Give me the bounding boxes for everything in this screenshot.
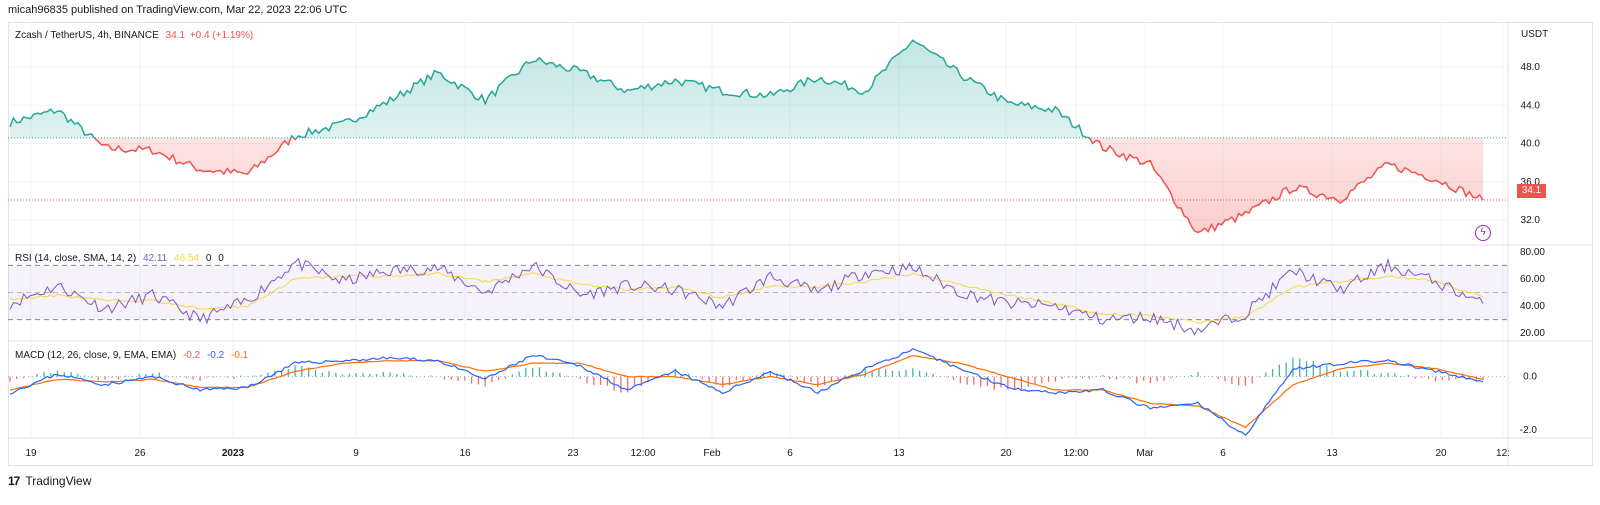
x-axis-tick-label: 26 [134, 448, 146, 459]
price-tick-label: 36.0 [1521, 177, 1541, 188]
x-axis-tick-label: 13 [893, 448, 905, 459]
price-tick-label: 44.0 [1521, 100, 1541, 111]
rsi-title: RSI (14, close, SMA, 14, 2) [15, 253, 137, 264]
x-axis-tick-label: 9 [353, 448, 359, 459]
x-axis-tick-label: 12: [1496, 448, 1510, 459]
rsi-tick-label: 80.00 [1520, 247, 1545, 258]
rsi-tick-label: 60.00 [1520, 274, 1545, 285]
last-price: 34.1 [165, 30, 186, 41]
price-tick-label: 40.0 [1521, 139, 1541, 150]
tradingview-logo-icon: 17 [8, 474, 20, 488]
axis-ticks: 19 26 2023 9 16 23 12:00 Feb 6 13 20 12:00 Mar 6 13 20 1… [25, 62, 1545, 459]
rsi-tick-label: 40.00 [1520, 301, 1545, 312]
rsi-legend[interactable]: RSI (14, close, SMA, 14, 2) 42.11 46.54 … [15, 253, 224, 264]
footer-brand[interactable]: 17 TradingView [8, 474, 91, 488]
price-tick-label: 32.0 [1521, 215, 1541, 226]
macd-signal-line [9, 355, 1484, 429]
price-line-down [93, 137, 1484, 234]
rsi-line [9, 257, 1484, 336]
macd-tick-label: -2.0 [1520, 425, 1538, 436]
x-axis-tick-label: 6 [787, 448, 793, 459]
macd-hist-value: -0.2 [182, 350, 201, 361]
current-price-label: 34.1 [1517, 184, 1546, 198]
price-series [8, 39, 1508, 234]
macd-signal-value: -0.1 [230, 350, 249, 361]
x-axis-tick-label: 23 [567, 448, 579, 459]
symbol-title: Zcash / TetherUS, 4h, BINANCE [15, 30, 159, 41]
price-area-up [10, 40, 1483, 138]
tradingview-brand-label: TradingView [25, 474, 92, 488]
macd-tick-label: 0.0 [1523, 372, 1537, 383]
macd-legend[interactable]: MACD (12, 26, close, 9, EMA, EMA) -0.2 -… [15, 350, 248, 361]
macd-title: MACD (12, 26, close, 9, EMA, EMA) [15, 350, 177, 361]
x-axis-tick-label: 20 [1435, 448, 1447, 459]
price-change: +0.4 (+1.19%) [189, 30, 254, 41]
x-axis-tick-label: 12:00 [1063, 448, 1088, 459]
macd-line-value: -0.2 [206, 350, 225, 361]
price-line-up [9, 39, 1091, 138]
macd-series [8, 348, 1508, 436]
publisher-line: micah96835 published on TradingView.com,… [8, 4, 348, 16]
x-axis-tick-label: 13 [1326, 448, 1338, 459]
x-axis-tick-label: 2023 [222, 448, 245, 459]
lightning-icon[interactable]: ϟ [1475, 225, 1491, 241]
macd-line [9, 348, 1484, 436]
rsi-series [8, 257, 1508, 336]
x-axis-tick-label: 12:00 [630, 448, 655, 459]
price-area-down [94, 137, 1483, 233]
rsi-sma-value: 46.54 [174, 253, 200, 264]
rsi-zero-2: 0 [218, 253, 224, 264]
price-legend[interactable]: Zcash / TetherUS, 4h, BINANCE 34.1 +0.4 … [15, 30, 253, 41]
x-axis-tick-label: 20 [1000, 448, 1012, 459]
x-axis-tick-label: 19 [25, 448, 37, 459]
rsi-sma-line [9, 271, 1484, 324]
rsi-value: 42.11 [142, 253, 168, 264]
x-axis-tick-label: Mar [1136, 448, 1154, 459]
currency-unit: USDT [1521, 29, 1549, 40]
chart-frame [8, 22, 1593, 466]
x-axis-tick-label: 6 [1220, 448, 1226, 459]
x-axis-tick-label: 16 [459, 448, 471, 459]
x-axis-tick-label: Feb [703, 448, 721, 459]
rsi-tick-label: 20.00 [1520, 328, 1545, 339]
rsi-zero-1: 0 [205, 253, 212, 264]
price-tick-label: 48.0 [1521, 62, 1541, 73]
